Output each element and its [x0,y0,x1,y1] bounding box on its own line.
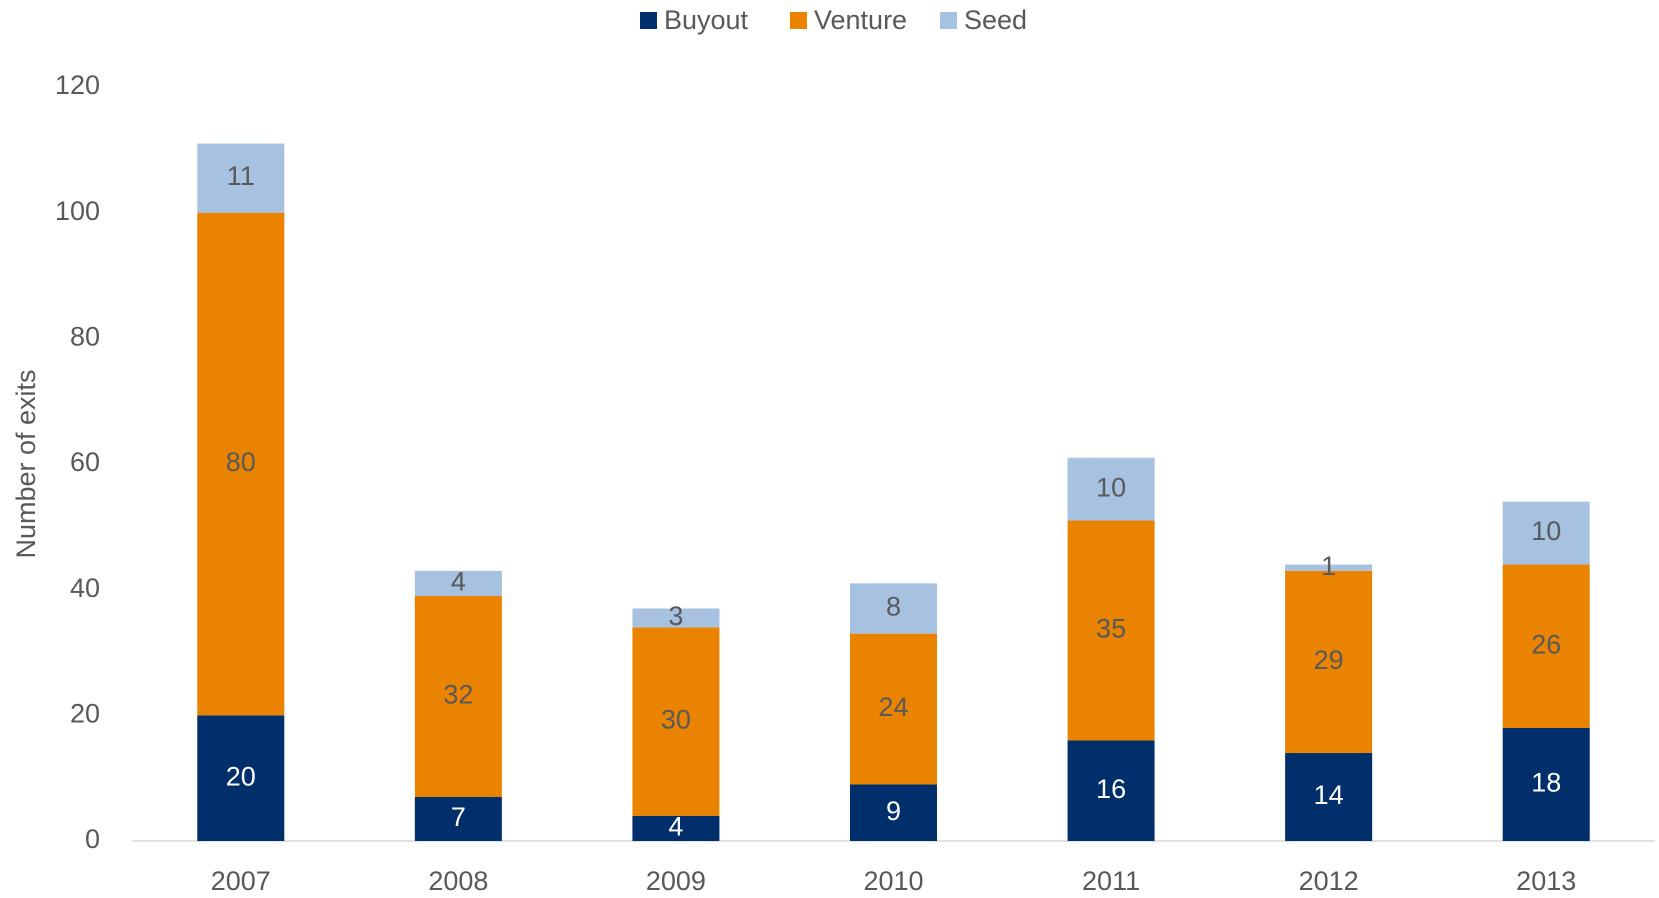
data-label: 10 [1531,516,1561,546]
data-label: 11 [227,161,255,191]
y-tick-label: 100 [55,196,100,226]
y-tick-label: 40 [70,573,100,603]
bar-segment [197,143,285,213]
data-label: 10 [1096,472,1126,502]
bar-segment [632,815,720,841]
data-label: 9 [886,796,901,826]
bar-segment [1067,520,1155,741]
bar-segment [414,595,502,798]
data-label: 4 [451,567,466,597]
data-label: 32 [443,680,473,710]
y-tick-label: 80 [70,321,100,351]
data-label: 14 [1314,780,1344,810]
data-label: 80 [226,447,256,477]
legend-swatch [790,12,807,29]
x-tick-label: 2007 [211,866,271,896]
bar-segment [1285,753,1373,841]
data-label: 18 [1531,768,1561,798]
data-label: 1 [1321,551,1336,581]
bar-segment [1502,501,1590,565]
legend-swatch [940,12,957,29]
data-label: 4 [668,812,683,842]
x-tick-label: 2009 [646,866,706,896]
y-tick-label: 60 [70,447,100,477]
bar-segment [632,627,720,816]
data-label: 29 [1314,645,1344,675]
bar-segment [849,784,938,841]
bar-segment [1502,727,1590,841]
legend-label: Venture [814,5,907,35]
data-label: 24 [878,692,908,722]
data-label: 20 [226,761,256,791]
x-tick-label: 2013 [1516,866,1576,896]
x-tick-label: 2008 [428,866,488,896]
data-label: 35 [1096,614,1126,644]
bar-segment [849,633,938,785]
data-label: 3 [668,601,683,631]
y-tick-label: 20 [70,698,100,728]
bar-segment [632,608,720,628]
data-label: 8 [886,592,901,622]
data-label: 30 [661,705,691,735]
data-label: 26 [1531,629,1561,659]
bar-segment [197,715,285,841]
bar-segment [1067,740,1155,841]
bar-segment [414,570,502,596]
legend-label: Buyout [664,5,749,35]
bar-segment [197,212,285,716]
bar-segment [1285,564,1373,571]
y-axis-label: Number of exits [11,369,41,558]
x-tick-label: 2011 [1082,866,1140,896]
bar-segment [414,797,502,841]
x-tick-label: 2010 [863,866,923,896]
x-tick-label: 2012 [1299,866,1359,896]
bar-segment [1285,570,1373,754]
data-label: 16 [1096,774,1126,804]
bar-segment [849,583,938,634]
data-label: 7 [451,802,466,832]
bar-segment [1067,457,1155,521]
legend-swatch [640,12,657,29]
y-tick-label: 120 [55,70,100,100]
y-tick-label: 0 [85,824,100,854]
bar-segment [1502,564,1590,728]
legend-label: Seed [964,5,1027,35]
